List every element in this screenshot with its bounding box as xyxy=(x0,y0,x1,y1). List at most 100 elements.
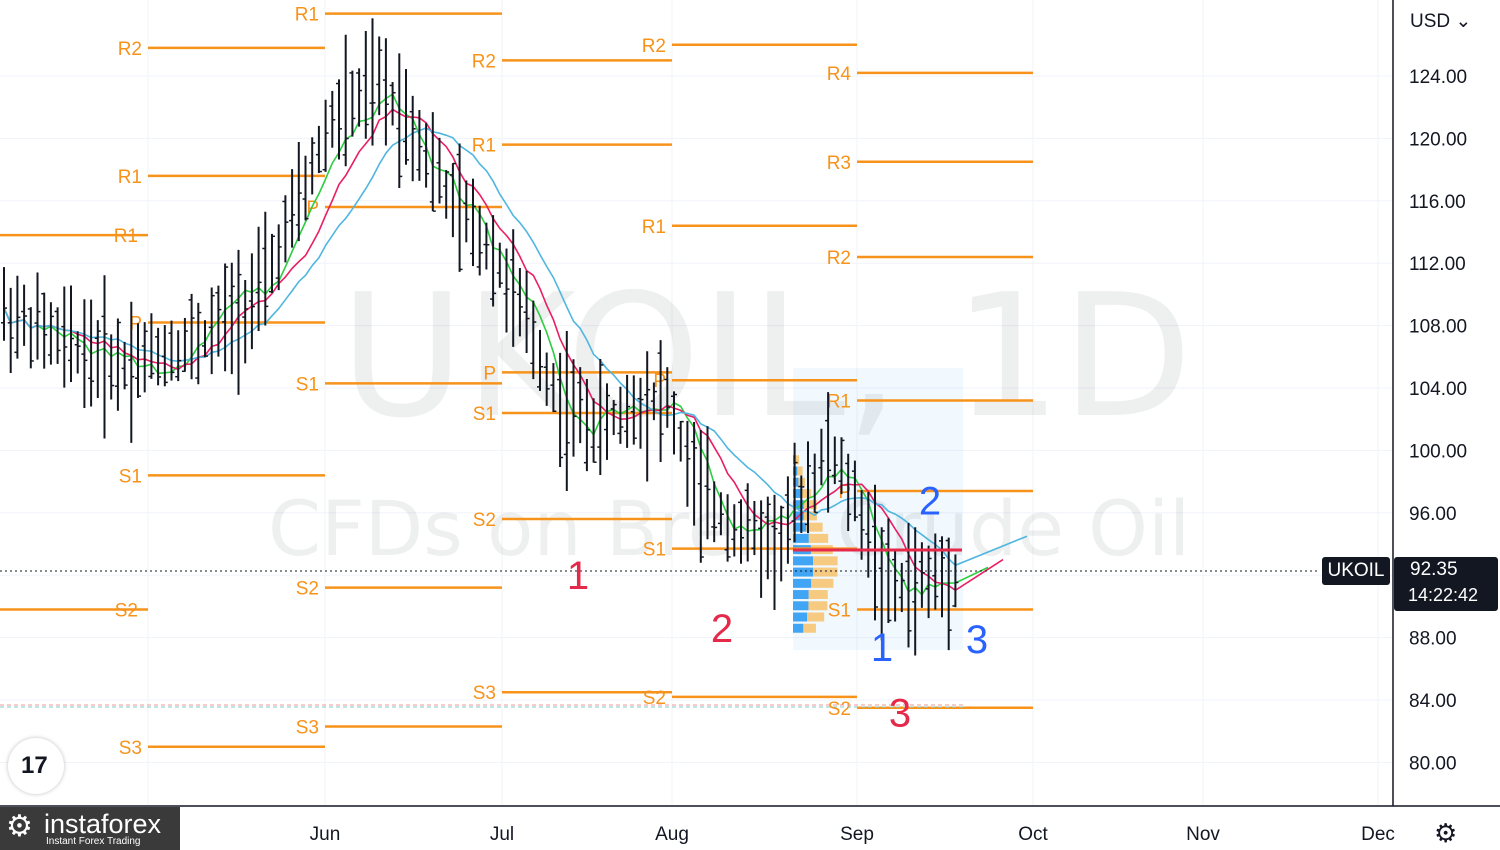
vp-bar-down xyxy=(795,455,800,465)
time-tick-label: Nov xyxy=(1186,824,1220,845)
symbol-tag: UKOIL xyxy=(1322,557,1390,585)
wave-label: 3 xyxy=(889,691,911,735)
pivot-label: R1 xyxy=(472,136,496,157)
pivot-label: S1 xyxy=(119,466,142,487)
time-axis[interactable]: Jun Jul Aug Sep Oct Nov Dec xyxy=(310,824,1395,845)
price-bars xyxy=(1,18,959,656)
pivot-label: R3 xyxy=(827,153,851,174)
vp-bar-up xyxy=(793,533,809,543)
time-tick-label: Aug xyxy=(655,824,689,845)
time-tick-label: Jul xyxy=(490,824,514,845)
vp-bar-down xyxy=(801,488,811,498)
wave-labels: 1 2 3 1 2 3 xyxy=(567,479,988,735)
price-axis[interactable]: 124.00 120.00 116.00 112.00 108.00 104.00 100.… xyxy=(1409,67,1467,774)
pivot-label: R1 xyxy=(642,217,666,238)
pivot-label: S3 xyxy=(473,683,496,704)
vp-bar-up xyxy=(793,590,809,600)
time-tick-label: Sep xyxy=(840,824,874,845)
pivot-label: S2 xyxy=(473,510,496,531)
pivot-label: P xyxy=(483,363,496,384)
instaforex-brand: ⚙ instaforex Instant Forex Trading xyxy=(0,807,180,850)
time-tick-label: Jun xyxy=(310,824,341,845)
price-tick-label: 108.00 xyxy=(1409,317,1467,338)
price-tick-label: 124.00 xyxy=(1409,67,1467,88)
wave-label: 2 xyxy=(919,479,941,523)
pivot-label: S2 xyxy=(115,601,138,622)
tradingview-logo-icon: 17 xyxy=(21,752,48,779)
price-tick-label: 84.00 xyxy=(1409,691,1457,712)
wave-label: 1 xyxy=(871,626,893,670)
pivot-label: S3 xyxy=(119,738,142,759)
vp-bar-down xyxy=(797,466,803,476)
last-price-box: 92.35 14:22:42 xyxy=(1394,557,1498,611)
vp-bar-up xyxy=(793,601,809,611)
vp-bar-up xyxy=(793,556,814,566)
wave-label: 1 xyxy=(567,554,589,598)
pivot-label: S3 xyxy=(296,718,319,739)
pivot-label: R1 xyxy=(827,391,851,412)
vp-bar-up xyxy=(793,578,812,588)
vp-bar-down xyxy=(806,522,823,532)
vp-bar-up xyxy=(793,477,799,487)
vp-bar-down xyxy=(803,500,817,510)
vp-bar-down xyxy=(813,567,838,577)
wave-label: 2 xyxy=(711,607,733,651)
pivot-label: S1 xyxy=(473,404,496,425)
vp-bar-down xyxy=(808,533,829,543)
time-tick-label: Dec xyxy=(1361,824,1395,845)
pivot-label: S1 xyxy=(296,374,319,395)
currency-selector[interactable]: USD ⌄ xyxy=(1410,10,1471,33)
pivot-label: S1 xyxy=(828,601,851,622)
pivot-label: R4 xyxy=(827,64,852,85)
price-tick-label: 104.00 xyxy=(1409,379,1467,400)
pivot-label: S2 xyxy=(643,688,666,709)
pivot-label: R2 xyxy=(118,39,142,60)
vp-bar-down xyxy=(807,612,825,622)
tradingview-logo[interactable]: 17 xyxy=(8,738,64,794)
vp-bar-down xyxy=(808,590,828,600)
brand-name: instaforex xyxy=(44,809,162,839)
vp-bar-up xyxy=(793,488,802,498)
price-tick-label: 116.00 xyxy=(1409,192,1466,213)
pivot-levels: R2R1PS1S2S3R1R1PS1S2S3R2R1PS1S2S3R5R2R4R… xyxy=(0,5,1033,759)
watermark-subtitle: CFDs on Brent Crude Oil xyxy=(268,484,1190,573)
pivot-label: R2 xyxy=(472,51,496,72)
price-axis-bg xyxy=(1393,0,1500,806)
price-tick-label: 80.00 xyxy=(1409,753,1457,774)
brand-subtitle: Instant Forex Trading xyxy=(46,836,141,847)
chevron-down-icon: ⌄ xyxy=(1455,11,1472,32)
price-tick-label: 120.00 xyxy=(1409,129,1467,150)
ma-mid-line xyxy=(3,108,1004,592)
pivot-label: R1 xyxy=(295,5,319,26)
last-price: 92.35 xyxy=(1410,559,1458,580)
pivot-label: R1 xyxy=(114,226,138,247)
price-tick-label: 88.00 xyxy=(1409,629,1457,650)
volume-profile xyxy=(793,455,838,633)
vp-bar-down xyxy=(808,601,828,611)
pivot-label: S2 xyxy=(828,699,851,720)
bar-countdown: 14:22:42 xyxy=(1408,585,1479,605)
vp-bar-down xyxy=(811,578,834,588)
vp-bar-down xyxy=(803,511,817,521)
vp-bar-down xyxy=(813,556,838,566)
vp-bar-up xyxy=(793,500,804,510)
pivot-label: S2 xyxy=(296,579,319,600)
pivot-label: R2 xyxy=(642,36,666,57)
ma-fast-line xyxy=(3,93,989,596)
vp-bar-up xyxy=(793,567,814,577)
price-tick-label: 96.00 xyxy=(1409,504,1457,525)
watermark-title: UKOIL, 1D xyxy=(340,258,1192,456)
price-tick-label: 100.00 xyxy=(1409,441,1467,462)
gear-icon[interactable]: ⚙ xyxy=(1434,818,1458,848)
vp-bar-down xyxy=(803,623,816,633)
vp-bar-up xyxy=(793,623,804,633)
wave-label: 3 xyxy=(966,618,988,662)
pivot-label: R2 xyxy=(827,248,851,269)
currency-label: USD xyxy=(1410,11,1451,32)
vp-bar-up xyxy=(793,612,808,622)
vp-bar-up xyxy=(793,522,807,532)
time-tick-label: Oct xyxy=(1018,824,1048,845)
pivot-label: S1 xyxy=(643,540,666,561)
price-tick-label: 112.00 xyxy=(1409,254,1466,275)
